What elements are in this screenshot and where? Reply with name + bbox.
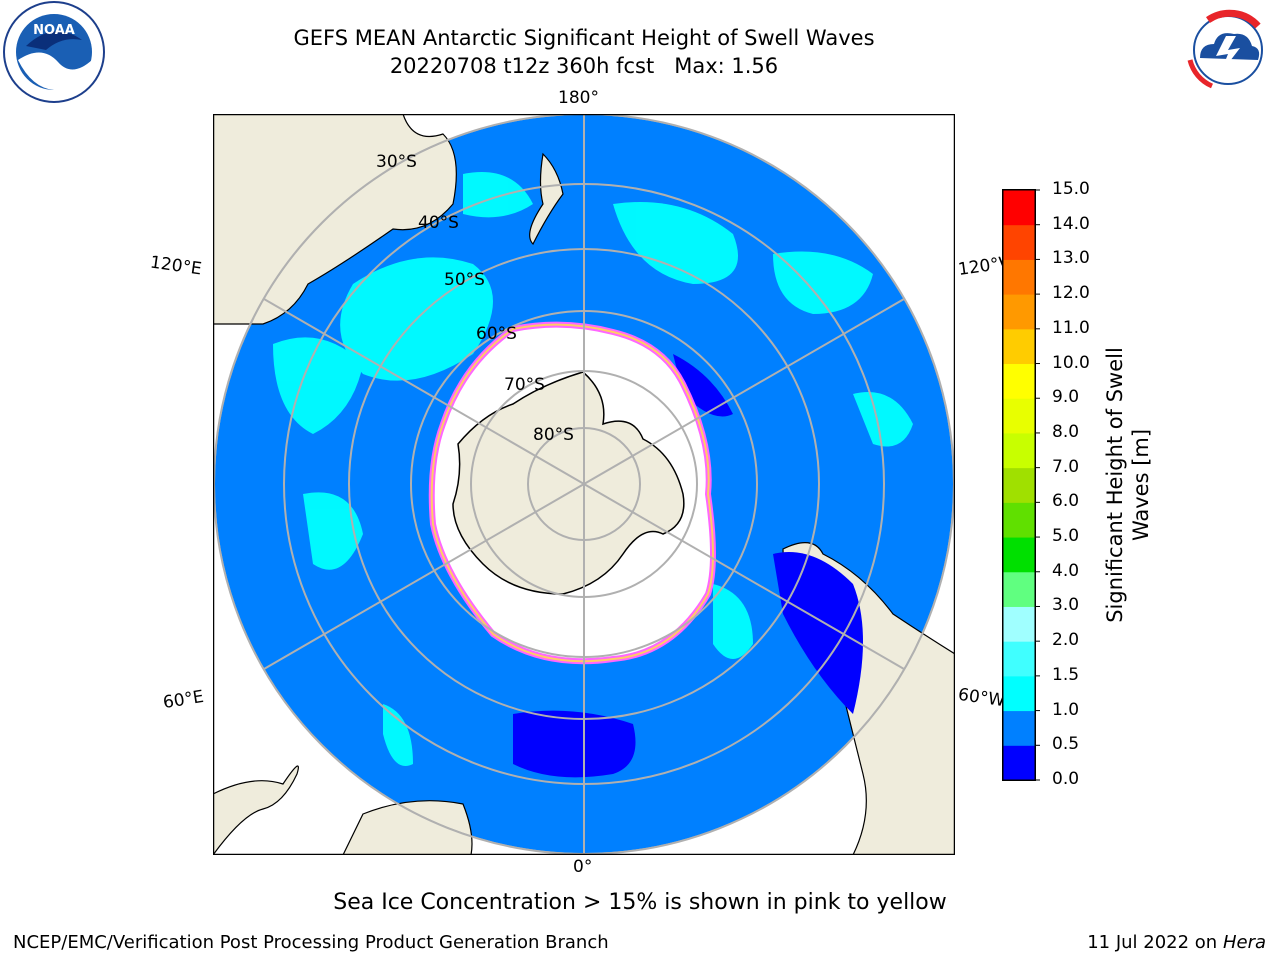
lat-label: 80°S: [533, 425, 574, 445]
colorbar-segment: [1003, 641, 1035, 677]
colorbar-segment: [1003, 502, 1035, 538]
polar-map: [213, 114, 955, 855]
colorbar-segment: [1003, 745, 1035, 781]
colorbar-tick-label: 1.5: [1052, 664, 1080, 685]
swell-patch: [303, 492, 363, 570]
sea-ice-caption: Sea Ice Concentration > 15% is shown in …: [333, 890, 947, 915]
colorbar-segment: [1003, 675, 1035, 712]
colorbar-segment: [1003, 224, 1035, 260]
colorbar-segment: [1003, 259, 1035, 295]
colorbar-segment: [1003, 190, 1035, 226]
colorbar-segment: [1003, 294, 1035, 330]
footer-credit: NCEP/EMC/Verification Post Processing Pr…: [13, 932, 609, 953]
lon-label-120e: 120°E: [148, 252, 203, 280]
swell-patch: [773, 251, 873, 314]
colorbar-segment: [1003, 606, 1035, 642]
lat-label: 40°S: [418, 213, 459, 233]
swell-patch: [853, 392, 913, 447]
colorbar-segment: [1003, 398, 1035, 434]
colorbar-tick-label: 7.0: [1052, 456, 1080, 477]
colorbar-segment: [1003, 363, 1035, 399]
lat-label: 50°S: [444, 270, 485, 290]
swell-patch: [273, 337, 363, 434]
colorbar-tick-label: 6.0: [1052, 491, 1080, 512]
colorbar-segment: [1003, 710, 1035, 746]
lat-label: 60°S: [476, 324, 517, 344]
colorbar-tick-label: 5.0: [1052, 526, 1080, 547]
graticule: [214, 114, 954, 854]
colorbar-tick-label: 4.0: [1052, 560, 1080, 581]
nws-logo: [1180, 2, 1276, 98]
swell-patch: [713, 584, 753, 659]
swell-patch: [383, 704, 413, 766]
colorbar: [1002, 189, 1040, 781]
colorbar-tick-label: 11.0: [1052, 317, 1090, 338]
colorbar-tick-label: 3.0: [1052, 595, 1080, 616]
colorbar-tick-label: 1.0: [1052, 699, 1080, 720]
footer-date: 11 Jul 2022 on Hera: [1087, 932, 1266, 953]
lat-label: 70°S: [504, 375, 545, 395]
lat-label: 30°S: [376, 152, 417, 172]
low-swell-patch: [673, 354, 733, 417]
lon-label-top: 180°: [558, 88, 599, 108]
new-zealand-land: [529, 152, 564, 246]
colorbar-tick-label: 0.0: [1052, 769, 1080, 789]
colorbar-tick-label: 9.0: [1052, 387, 1080, 408]
colorbar-segment: [1003, 537, 1035, 573]
lon-label-bottom: 0°: [573, 857, 593, 877]
colorbar-tick-label: 13.0: [1052, 248, 1090, 269]
lon-label-60e: 60°E: [161, 686, 206, 714]
svg-text:NOAA: NOAA: [33, 23, 75, 38]
colorbar-tick-label: 10.0: [1052, 352, 1090, 373]
colorbar-tick-label: 14.0: [1052, 213, 1090, 234]
colorbar-segment: [1003, 432, 1035, 469]
swell-patch: [613, 202, 738, 284]
low-swell-patch: [773, 552, 863, 714]
colorbar-tick-label: 12.0: [1052, 283, 1090, 304]
colorbar-segment: [1003, 467, 1035, 503]
africa-land: [213, 765, 299, 855]
colorbar-segment: [1003, 328, 1035, 365]
map-title: GEFS MEAN Antarctic Significant Height o…: [293, 26, 875, 50]
map-subtitle: 20220708 t12z 360h fcst Max: 1.56: [389, 54, 779, 78]
colorbar-tick-label: 2.0: [1052, 630, 1080, 651]
low-swell-patch: [513, 710, 636, 778]
swell-patch: [463, 172, 533, 218]
colorbar-tick-label: 8.0: [1052, 421, 1080, 442]
colorbar-tick-label: 0.5: [1052, 734, 1080, 755]
colorbar-tick-label: 15.0: [1052, 179, 1090, 199]
noaa-logo: NOAA: [3, 1, 105, 103]
lon-label-60w: 60°W: [956, 684, 1007, 712]
colorbar-segment: [1003, 571, 1035, 607]
